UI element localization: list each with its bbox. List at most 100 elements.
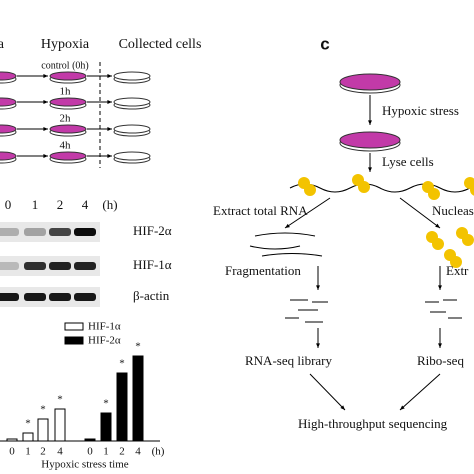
blot-band xyxy=(24,293,46,301)
lane-label: 0 xyxy=(5,197,12,212)
rna-fragment xyxy=(249,245,301,250)
lane-label: 2 xyxy=(57,197,64,212)
arrow-head xyxy=(438,343,442,348)
dish xyxy=(49,124,87,134)
dish xyxy=(0,71,17,81)
blot-band xyxy=(49,262,71,270)
x-unit: (h) xyxy=(152,446,165,458)
x-axis-title: Hypoxic stress time xyxy=(41,459,128,471)
blot-band xyxy=(49,293,71,301)
blot-band xyxy=(24,262,46,270)
x-tick-label: 4 xyxy=(57,446,63,458)
arrow-head xyxy=(400,405,405,410)
dish xyxy=(113,124,151,134)
header: a xyxy=(0,37,5,52)
blot-band xyxy=(0,228,19,236)
blot-band xyxy=(0,262,19,270)
legend-swatch xyxy=(64,322,84,331)
time-label: 1h xyxy=(60,86,72,98)
x-tick-label: 0 xyxy=(87,446,93,458)
significance: * xyxy=(119,358,125,370)
step: Hypoxic stress xyxy=(382,103,459,118)
header: Collected cells xyxy=(119,37,202,52)
band-label: HIF-2α xyxy=(133,223,172,238)
bar xyxy=(37,418,49,442)
arrow-head xyxy=(43,154,48,158)
ribosome xyxy=(462,234,474,246)
panel-label: c xyxy=(320,34,329,53)
arrow xyxy=(399,373,441,411)
step: Ribo-seq xyxy=(417,353,464,368)
arrow-head xyxy=(368,120,372,125)
x-tick-label: 0 xyxy=(9,446,15,458)
arrow-head xyxy=(340,405,345,410)
arrow-head xyxy=(43,74,48,78)
significance: * xyxy=(57,394,63,406)
x-tick-label: 2 xyxy=(40,446,46,458)
arrow-head xyxy=(43,100,48,104)
dish xyxy=(0,151,17,161)
significance: * xyxy=(25,418,31,430)
blot-band xyxy=(74,228,96,236)
legend-label: HIF-1α xyxy=(88,321,121,333)
rna xyxy=(289,183,471,193)
bar xyxy=(132,355,144,442)
blot-band xyxy=(0,293,19,301)
arrow-head xyxy=(438,285,442,290)
significance: * xyxy=(40,404,46,416)
x-tick-label: 1 xyxy=(25,446,31,458)
significance: * xyxy=(103,398,109,410)
arrow-head xyxy=(316,343,320,348)
arrow xyxy=(309,373,346,411)
rna-fragment xyxy=(261,253,323,257)
bar xyxy=(54,408,66,442)
bar xyxy=(84,438,96,442)
time-label: control (0h) xyxy=(41,60,89,71)
blot-band xyxy=(24,228,46,236)
lane-label: 1 xyxy=(32,197,39,212)
x-tick-label: 2 xyxy=(119,446,125,458)
dish xyxy=(339,73,401,91)
dish xyxy=(113,151,151,161)
dish xyxy=(49,71,87,81)
arrow xyxy=(284,197,331,229)
step: Fragmentation xyxy=(225,263,301,278)
bar xyxy=(100,412,112,442)
arrow-head xyxy=(107,127,112,131)
arrow-head xyxy=(285,223,290,228)
legend-label: HIF-2α xyxy=(88,335,121,347)
step: Nucleas xyxy=(432,203,474,218)
ribosome xyxy=(358,181,370,193)
arrow-head xyxy=(316,285,320,290)
bar xyxy=(116,372,128,442)
dish xyxy=(113,97,151,107)
step: Extract total RNA xyxy=(213,203,308,218)
header: Hypoxia xyxy=(41,37,90,52)
arrow-head xyxy=(107,74,112,78)
ribosome xyxy=(450,256,462,268)
lane-unit: (h) xyxy=(102,197,117,212)
step: RNA-seq library xyxy=(245,353,333,368)
band-label: HIF-1α xyxy=(133,257,172,272)
arrow-head xyxy=(43,127,48,131)
x-tick-label: 4 xyxy=(135,446,141,458)
ribosome xyxy=(470,184,474,196)
dish xyxy=(339,131,401,149)
dish xyxy=(49,97,87,107)
step: Lyse cells xyxy=(382,154,434,169)
time-label: 2h xyxy=(60,113,72,125)
blot-band xyxy=(74,262,96,270)
arrow-head xyxy=(368,167,372,172)
arrow-head xyxy=(107,154,112,158)
ribosome xyxy=(432,238,444,250)
bar xyxy=(6,438,18,442)
legend-swatch xyxy=(64,336,84,345)
x-tick-label: 1 xyxy=(103,446,109,458)
ribosome xyxy=(428,188,440,200)
time-label: 4h xyxy=(60,140,72,152)
ribosome xyxy=(464,177,474,189)
significance: * xyxy=(135,341,141,353)
dish xyxy=(49,151,87,161)
step: Extr xyxy=(446,263,469,278)
